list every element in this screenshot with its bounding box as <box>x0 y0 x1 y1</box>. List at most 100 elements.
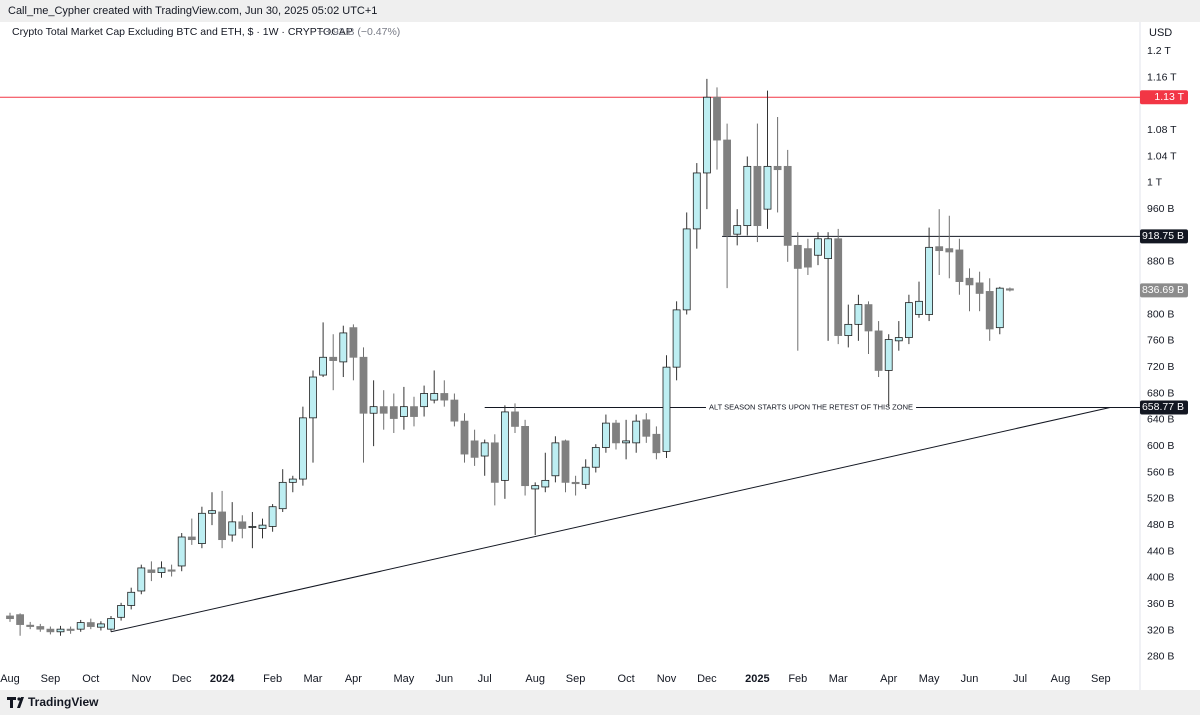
candle-body <box>137 567 146 592</box>
candle-body <box>905 302 913 338</box>
y-tick-label: 1.16 T <box>1147 71 1177 83</box>
candle-body <box>16 614 25 625</box>
candle-body <box>66 628 75 631</box>
candle-body <box>46 628 55 633</box>
candle-body <box>773 165 782 171</box>
candle-body <box>884 339 893 371</box>
x-tick-label: 2024 <box>210 673 235 685</box>
y-tick-label: 320 B <box>1147 624 1174 636</box>
candle-body <box>743 165 752 227</box>
candle-body <box>894 337 903 342</box>
candle-body <box>642 419 651 437</box>
y-tick-label: 960 B <box>1147 203 1174 215</box>
x-tick-label: May <box>919 673 940 685</box>
candle-body <box>692 172 701 230</box>
candle-body <box>965 277 974 286</box>
candle-body <box>541 479 550 488</box>
candle-body <box>662 366 671 452</box>
candle-body <box>187 536 196 541</box>
candle-body <box>561 440 570 483</box>
candle-body <box>955 249 964 282</box>
x-tick-label: Aug <box>525 673 545 685</box>
candle-body <box>975 282 984 294</box>
y-tick-label: 720 B <box>1147 361 1174 373</box>
candle-body <box>268 506 277 527</box>
candle-body <box>531 485 540 490</box>
candle-body <box>450 399 459 422</box>
price-tag <box>1140 400 1188 415</box>
candle-body <box>804 248 812 268</box>
y-tick-label: 360 B <box>1147 598 1174 610</box>
candle-body <box>985 291 994 330</box>
candle-body <box>86 622 95 627</box>
logo-icon <box>7 697 24 708</box>
brand: TradingView <box>28 695 99 709</box>
candle-body <box>56 628 65 633</box>
brand-logo <box>7 697 24 708</box>
y-tick-label: 280 B <box>1147 651 1174 663</box>
x-tick-label: Nov <box>132 673 152 685</box>
y-tick-label: 680 B <box>1147 387 1174 399</box>
candle-body <box>238 521 247 529</box>
logo-dot <box>17 697 21 701</box>
x-tick-label: Dec <box>697 673 717 685</box>
candle-body <box>713 96 721 141</box>
annotation: ALT SEASON STARTS UPON THE RETEST OF THI… <box>709 402 913 411</box>
change: −3.92 B (−0.47%) <box>318 26 400 38</box>
candle-body <box>763 165 772 210</box>
x-tick-label: Feb <box>788 673 807 685</box>
y-tick-label: 1.2 T <box>1147 45 1171 57</box>
candle-body <box>258 524 267 529</box>
candle-body <box>571 481 580 485</box>
candle-body <box>500 411 509 481</box>
candle-body <box>864 304 873 332</box>
x-tick-label: Sep <box>1091 673 1111 685</box>
candle-body <box>197 512 206 544</box>
candle-body <box>278 481 287 510</box>
y-tick-label: 400 B <box>1147 572 1174 584</box>
x-tick-label: Dec <box>172 673 192 685</box>
candle-body <box>480 442 489 457</box>
x-tick-label: Sep <box>41 673 61 685</box>
candle-body <box>440 393 449 401</box>
attribution: Call_me_Cypher created with TradingView.… <box>8 5 377 17</box>
candle-body <box>854 304 863 325</box>
candle-body <box>460 420 469 455</box>
y-tick-label: 760 B <box>1147 335 1174 347</box>
candle-body <box>430 393 439 401</box>
candle-body <box>97 623 105 628</box>
price-tag <box>1140 283 1188 298</box>
candle-body <box>824 238 832 259</box>
x-tick-label: Jul <box>478 673 492 685</box>
candle-body <box>339 332 348 363</box>
candle-body <box>612 422 620 444</box>
candle-body <box>248 526 257 528</box>
candle-body <box>874 330 883 371</box>
candle-body <box>26 624 35 627</box>
candle-body <box>177 536 186 567</box>
candle-body <box>935 246 944 252</box>
candle-body <box>925 246 933 315</box>
candle-body <box>329 356 338 361</box>
candle-body <box>814 238 822 256</box>
candle-body <box>844 323 853 336</box>
price-tag <box>1140 90 1188 105</box>
candle-body <box>703 96 711 174</box>
candle-body <box>581 466 590 485</box>
candle-body <box>945 248 954 253</box>
x-tick-label: Mar <box>304 673 323 685</box>
annotation-bg <box>705 401 917 413</box>
x-tick-label: Jun <box>961 673 979 685</box>
candle-body <box>167 569 176 572</box>
x-tick-label: Aug <box>0 673 20 685</box>
candle-body <box>127 591 136 606</box>
candle-body <box>551 442 560 477</box>
x-tick-label: Nov <box>657 673 677 685</box>
y-tick-label: 520 B <box>1147 493 1174 505</box>
candle-body <box>490 442 499 483</box>
candle-body <box>410 406 418 417</box>
candle-body <box>319 356 328 376</box>
candle-body <box>591 447 600 468</box>
